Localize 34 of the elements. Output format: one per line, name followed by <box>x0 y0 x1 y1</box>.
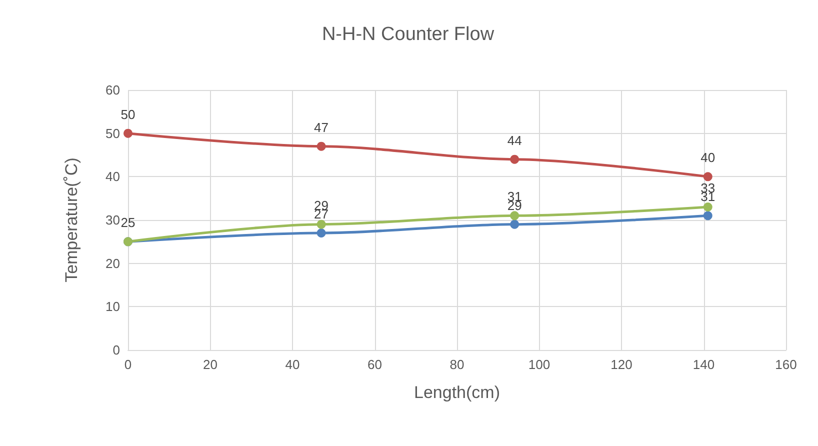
y-tick-label: 30 <box>106 212 120 228</box>
point <box>703 172 712 182</box>
data-label: 47 <box>314 120 329 135</box>
data-label: 40 <box>700 150 716 166</box>
y-tick-label: 0 <box>112 342 120 358</box>
x-axis-title: Length(cm) <box>414 383 500 402</box>
x-tick-label: 160 <box>775 357 797 372</box>
x-tick-label: 20 <box>203 357 218 372</box>
point <box>703 211 712 220</box>
chart-title: N-H-N Counter Flow <box>322 24 494 45</box>
point <box>316 142 326 151</box>
point <box>510 211 520 220</box>
x-tick-label: 0 <box>124 357 132 372</box>
y-axis-title: Temperature(˚C) <box>62 158 81 282</box>
data-label: 50 <box>120 106 136 122</box>
point <box>703 202 712 212</box>
data-label: 44 <box>507 132 522 148</box>
y-tick-label: 20 <box>106 256 120 271</box>
point <box>316 220 326 229</box>
y-tick-label: 60 <box>106 82 120 98</box>
x-tick-label: 60 <box>368 357 382 372</box>
x-tick-label: 40 <box>285 357 300 372</box>
point <box>510 220 520 229</box>
x-tick-label: 120 <box>610 357 632 372</box>
y-tick-label: 10 <box>106 299 120 314</box>
y-tick-label: 50 <box>106 126 120 141</box>
point <box>510 154 520 164</box>
data-label: 25 <box>120 215 136 230</box>
x-tick-label: 100 <box>528 357 550 372</box>
x-tick-label: 80 <box>450 357 464 372</box>
point <box>124 128 132 138</box>
x-tick-label: 140 <box>692 357 715 372</box>
y-tick-label: 40 <box>106 169 120 184</box>
point <box>316 228 326 238</box>
